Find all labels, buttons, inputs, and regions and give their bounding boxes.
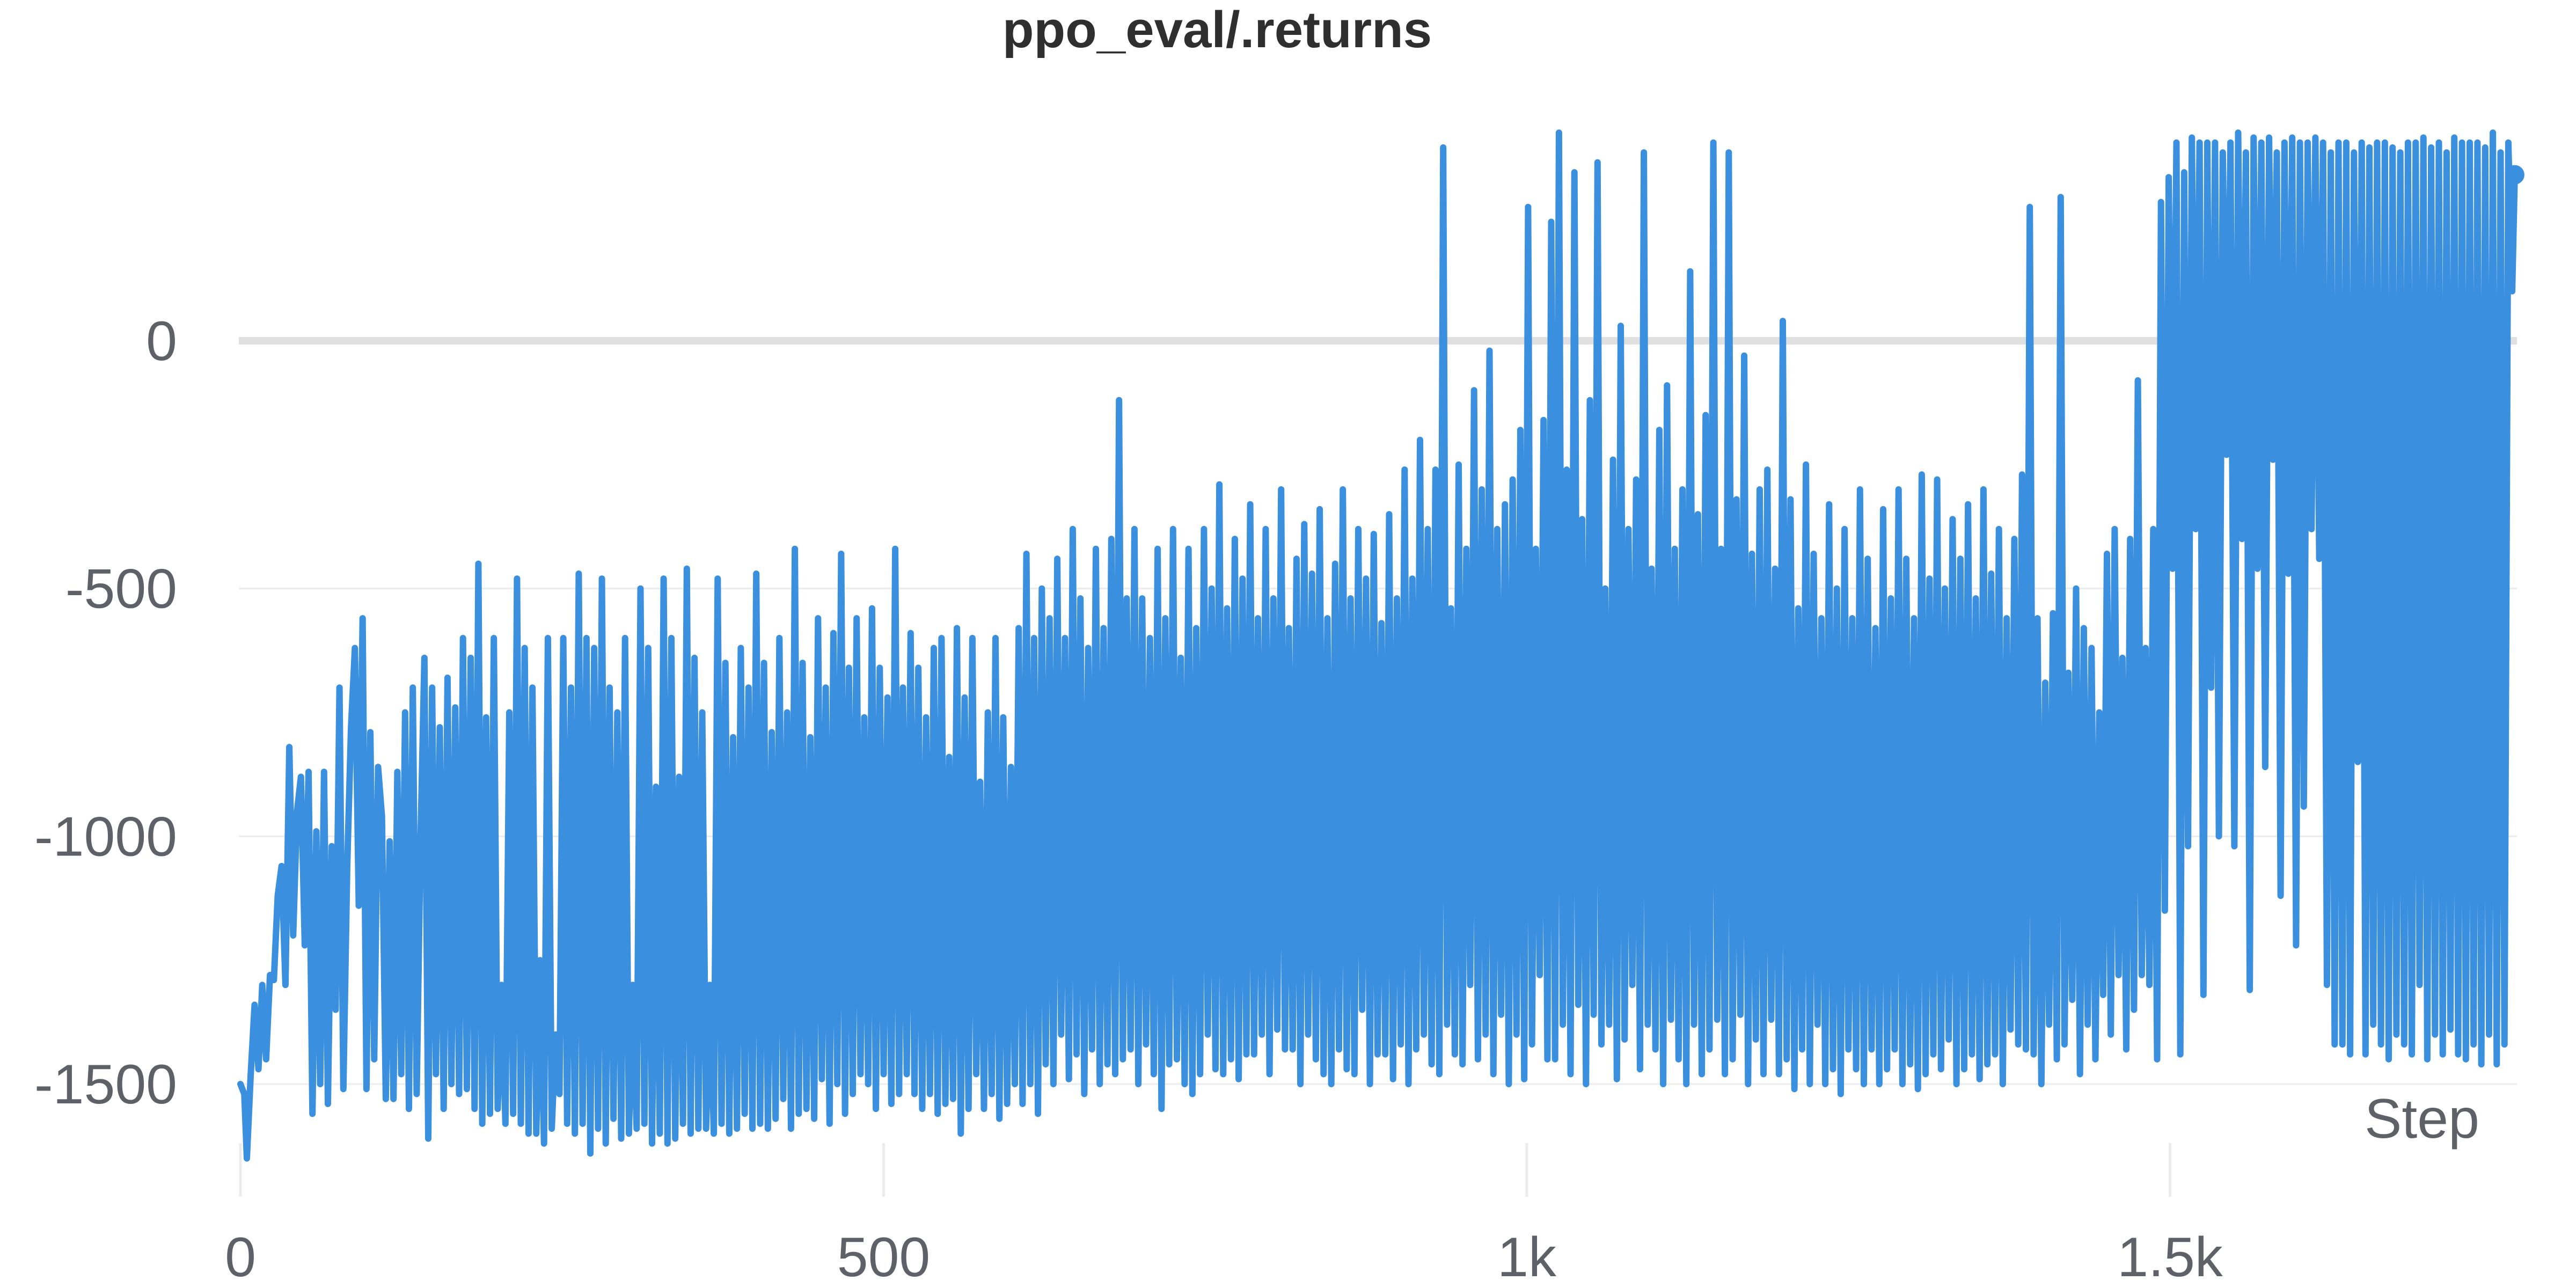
x-tick-label: 1.5k — [2117, 1226, 2223, 1288]
y-tick-label: -1000 — [34, 806, 177, 868]
series-end-point — [2505, 165, 2524, 185]
x-tick-label: 1k — [1497, 1226, 1557, 1288]
series-layer — [237, 129, 2524, 1162]
y-tick-label: -1500 — [34, 1053, 177, 1116]
x-axis-ticks: 0 500 1k 1.5k — [225, 1143, 2223, 1288]
y-tick-label: 0 — [146, 310, 177, 372]
y-tick-label: -500 — [65, 558, 177, 620]
x-tick-label: 500 — [837, 1226, 931, 1288]
chart-title: ppo_eval/.returns — [1002, 1, 1432, 58]
x-axis-label: Step — [2365, 1088, 2479, 1150]
series-line — [237, 129, 2518, 1162]
x-tick-label: 0 — [225, 1226, 256, 1288]
y-axis-ticks: 0 -500 -1000 -1500 — [34, 310, 177, 1116]
